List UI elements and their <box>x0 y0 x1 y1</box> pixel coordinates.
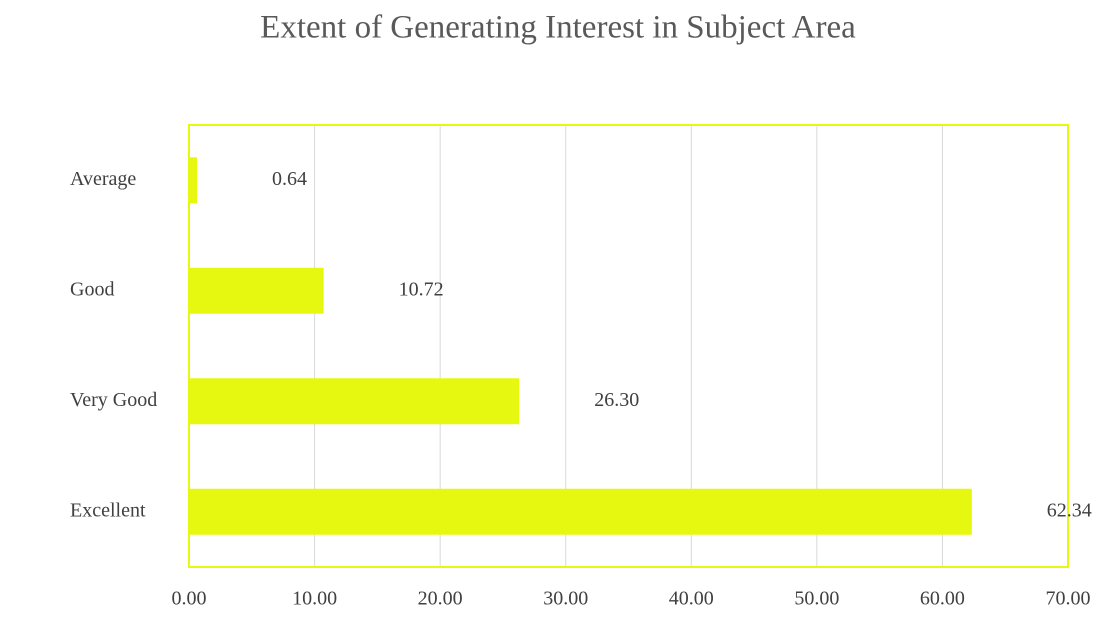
data-label: 26.30 <box>594 389 639 411</box>
data-label: 62.34 <box>1047 499 1092 521</box>
x-tick-label: 0.00 <box>172 588 207 610</box>
chart-title: Extent of Generating Interest in Subject… <box>260 10 856 46</box>
x-tick-label: 60.00 <box>920 588 965 610</box>
bar <box>189 488 972 535</box>
x-tick-label: 70.00 <box>1046 588 1091 610</box>
y-tick-label: Very Good <box>70 389 157 411</box>
data-label: 10.72 <box>399 278 444 300</box>
x-tick-label: 50.00 <box>794 588 839 610</box>
x-tick-label: 10.00 <box>292 588 337 610</box>
y-tick-label: Average <box>70 168 136 190</box>
bar <box>189 157 198 204</box>
x-tick-label: 40.00 <box>669 588 714 610</box>
plot-border <box>188 124 1069 568</box>
y-tick-label: Good <box>70 278 114 300</box>
bar <box>189 267 324 314</box>
data-label: 0.64 <box>272 168 307 190</box>
x-tick-label: 20.00 <box>418 588 463 610</box>
y-tick-label: Excellent <box>70 499 146 521</box>
x-tick-label: 30.00 <box>543 588 588 610</box>
bar <box>189 378 520 425</box>
